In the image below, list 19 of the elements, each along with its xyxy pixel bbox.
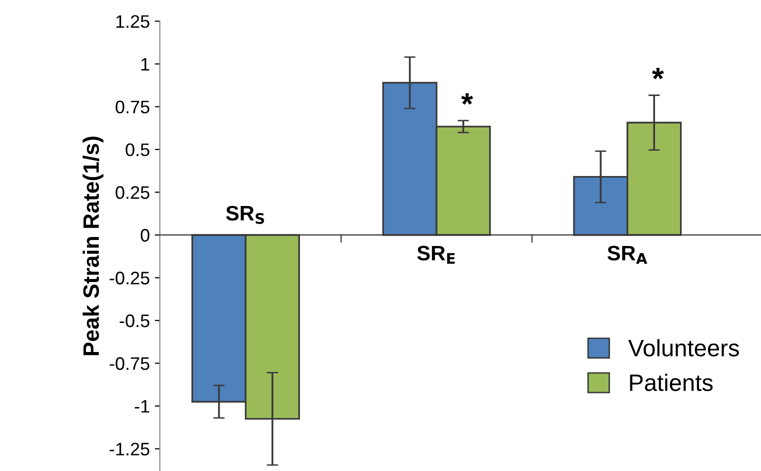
y-tick-label: -0.5: [120, 314, 150, 328]
y-tick-label: -0.25: [110, 272, 150, 284]
y-tick-label: 0: [140, 228, 150, 242]
y-tick-label: 0.5: [126, 143, 150, 156]
annotation: *: [652, 68, 664, 80]
y-tick-label: -1.25: [110, 442, 150, 456]
y-tick-label: 1: [141, 58, 150, 70]
x-tick-label: SR$_{S}$: [226, 206, 264, 224]
legend-label: Volunteers: [628, 339, 739, 356]
y-tick-label: -1: [134, 400, 150, 413]
x-tick-label: SR$_{A}$: [607, 246, 648, 264]
legend-label: Patients: [630, 374, 713, 392]
annotation: *: [461, 93, 473, 105]
y-tick-label: 0.25: [116, 186, 150, 199]
y-tick-label: 1.25: [116, 15, 150, 28]
y-tick-label: -0.75: [110, 357, 150, 370]
x-tick-label: SR$_{E}$: [417, 246, 455, 264]
y-axis-title: Peak Strain Rate(1/s): [82, 136, 104, 356]
y-tick-label: 0.75: [116, 100, 150, 114]
